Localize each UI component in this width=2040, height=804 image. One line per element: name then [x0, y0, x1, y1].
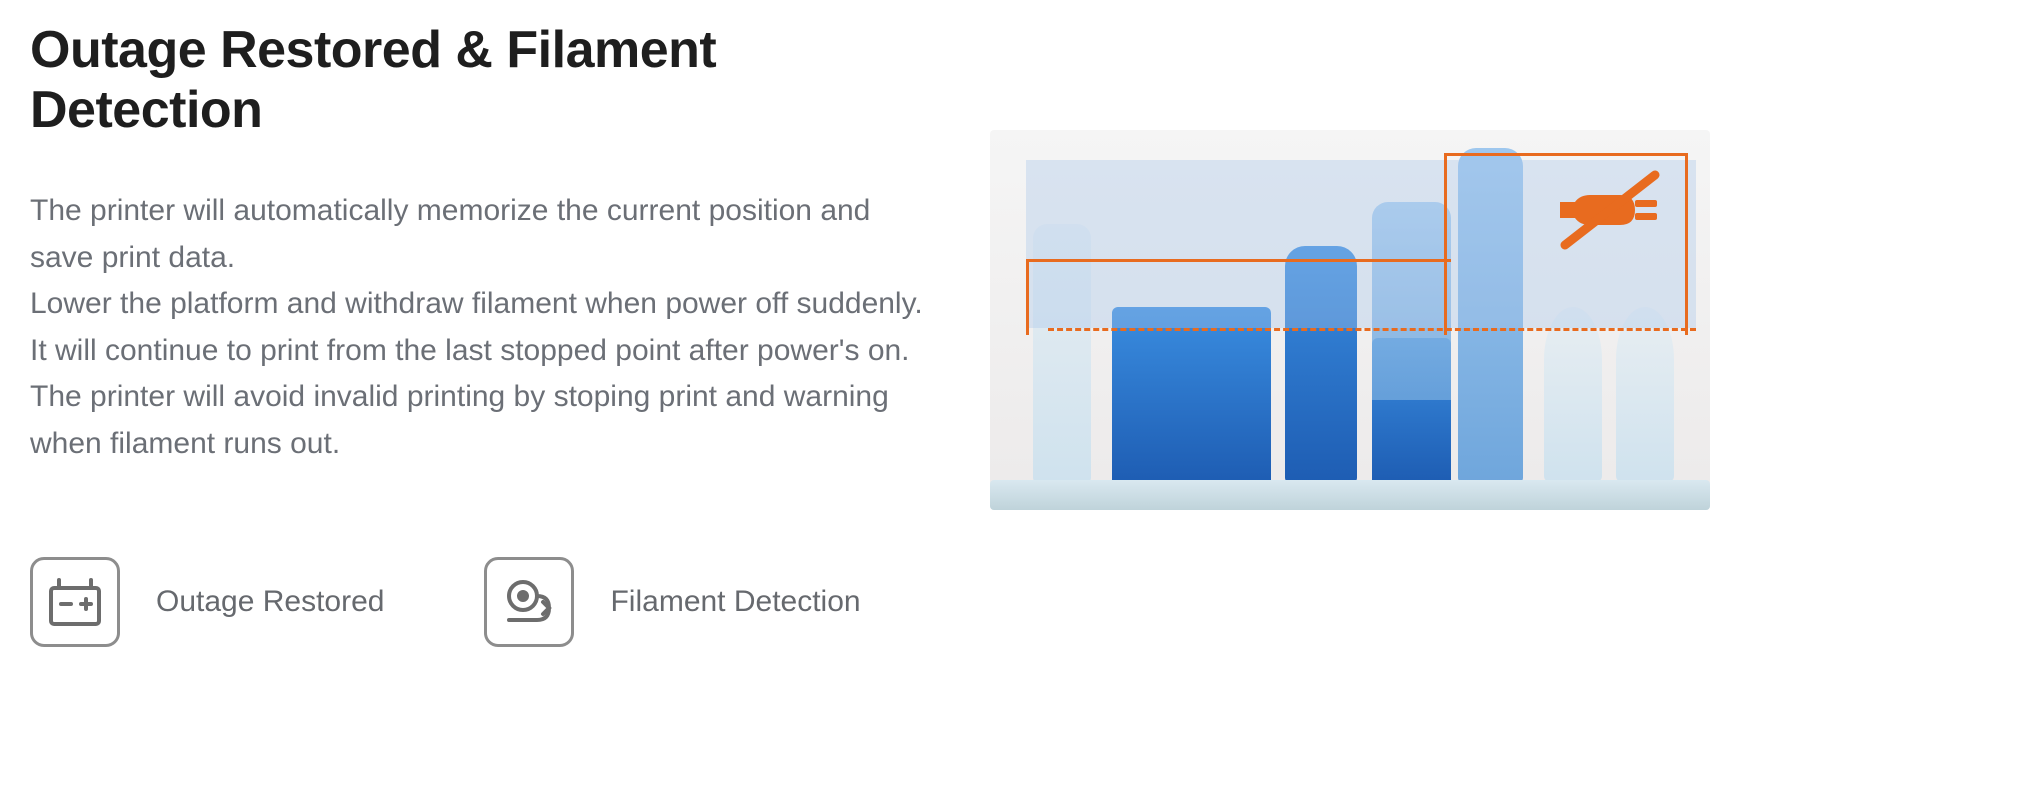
content-wrap: Outage Restored & Filament Detection The…: [30, 20, 2010, 647]
spool-icon: [484, 557, 574, 647]
text-column: Outage Restored & Filament Detection The…: [30, 20, 930, 647]
resume-line: [1048, 328, 1696, 331]
section-description: The printer will automatically memorize …: [30, 188, 930, 467]
battery-icon: [30, 557, 120, 647]
paragraph-3: The printer will avoid invalid printing …: [30, 380, 889, 460]
paragraph-1: The printer will automatically memorize …: [30, 194, 870, 274]
illustration-column: [990, 130, 1710, 510]
feature-label-filament: Filament Detection: [610, 585, 860, 619]
print-bed-base: [990, 480, 1710, 510]
paragraph-2: Lower the platform and withdraw filament…: [30, 287, 923, 367]
print-model-illustration: [990, 130, 1710, 510]
feature-row: Outage Restored Filament Detection: [30, 557, 930, 647]
section-heading: Outage Restored & Filament Detection: [30, 20, 930, 140]
feature-filament-detection: Filament Detection: [484, 557, 860, 647]
feature-outage-restored: Outage Restored: [30, 557, 384, 647]
feature-label-outage: Outage Restored: [156, 585, 384, 619]
power-off-icon: [1550, 160, 1670, 260]
